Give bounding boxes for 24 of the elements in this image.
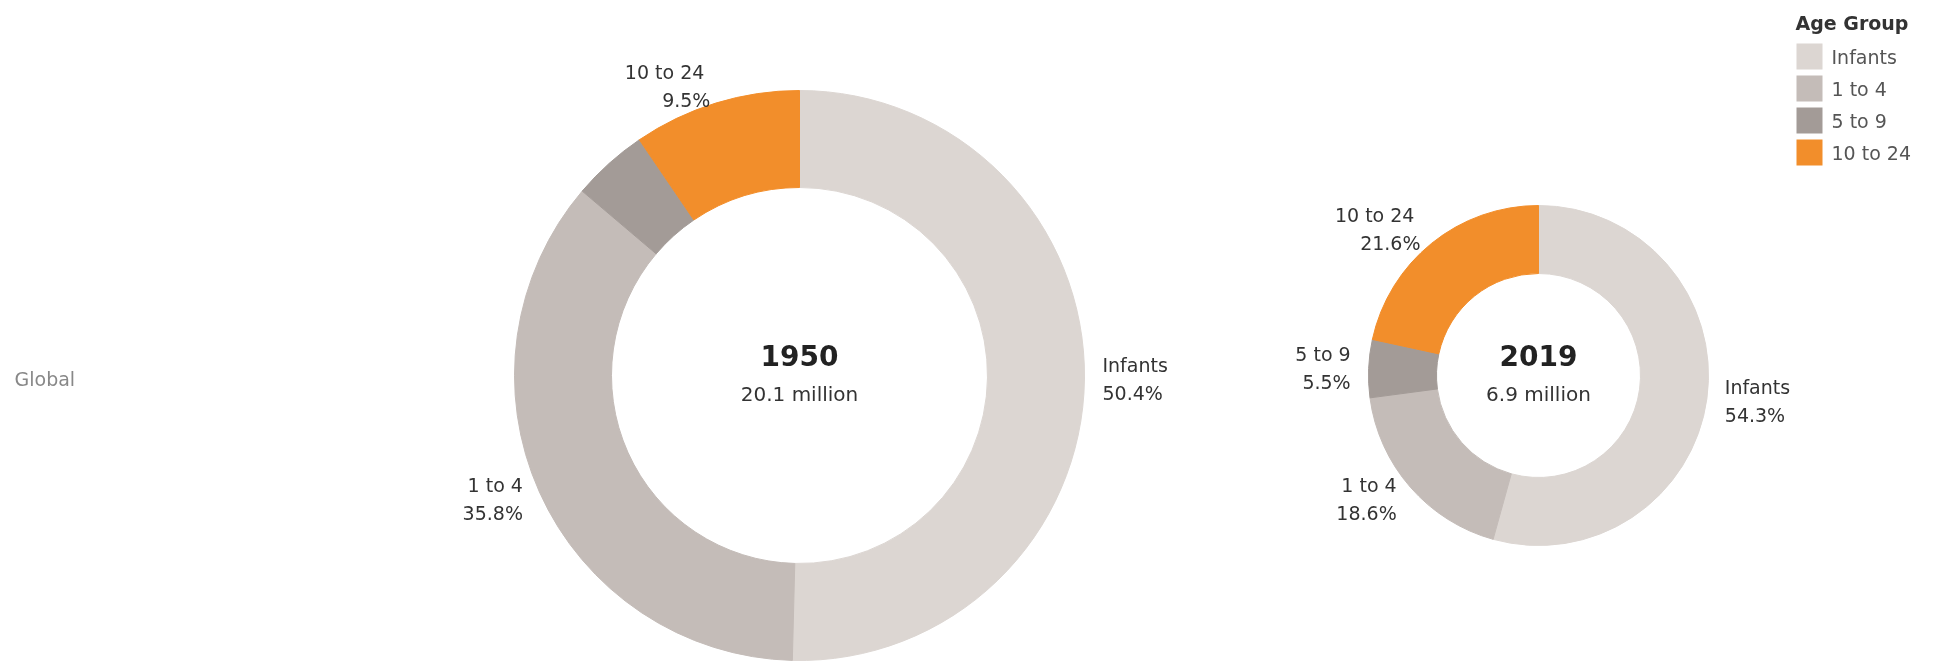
legend-label: 10 to 24 — [1831, 141, 1912, 164]
slice-label: 1 to 4 — [1341, 473, 1397, 496]
legend-label: 1 to 4 — [1831, 77, 1887, 100]
slice-label: Infants — [1724, 375, 1791, 398]
text: 20.1 million — [740, 381, 859, 406]
slice-label: 10 to 24 — [624, 60, 705, 83]
data-label: 50.4% — [1102, 382, 1163, 405]
data-label: 21.6% — [1360, 232, 1421, 255]
slice-label: Infants — [1102, 354, 1168, 377]
text: 6.9 million — [1486, 381, 1591, 406]
legend-label: 5 to 9 — [1831, 109, 1887, 132]
data-label: 18.6% — [1336, 501, 1397, 524]
data-label: 54.3% — [1724, 403, 1786, 426]
data-label: 9.5% — [662, 88, 711, 111]
legend-title: Age Group — [1795, 11, 1909, 34]
slice-label: 10 to 24 — [1334, 204, 1415, 227]
slice-label: 1 to 4 — [467, 474, 523, 497]
data-label: 5.5% — [1302, 370, 1351, 393]
text: 2019 — [1499, 340, 1578, 373]
text: Global — [14, 367, 76, 390]
slice-label: 5 to 9 — [1295, 342, 1351, 365]
text: 1950 — [760, 340, 839, 373]
legend-label: Infants — [1831, 45, 1897, 68]
data-label: 35.8% — [462, 502, 523, 525]
